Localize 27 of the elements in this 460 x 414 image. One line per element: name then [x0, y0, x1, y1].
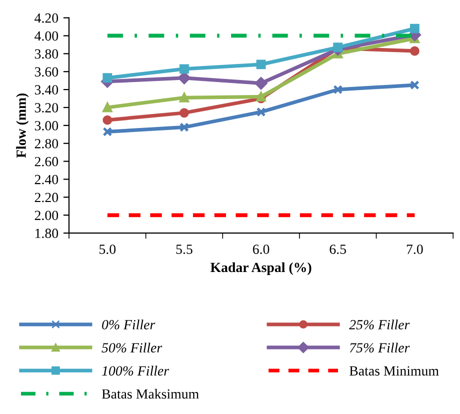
legend-label: Batas Minimum	[350, 366, 439, 376]
legend-label: 50% Filler	[102, 342, 162, 353]
legend-label: Batas Maksimum	[102, 388, 199, 399]
x-tick-label: 6.5	[330, 244, 346, 254]
y-tick-label: 2.80	[34, 138, 58, 148]
y-tick-label: 2.40	[34, 174, 58, 184]
y-tick-label: 4.20	[34, 13, 58, 23]
legend-label: 75% Filler	[350, 342, 410, 353]
x-tick-label: 7.0	[406, 244, 423, 254]
y-tick-label: 3.60	[34, 67, 58, 77]
x-tick-label: 5.0	[100, 244, 116, 254]
legend-label: 25% Filler	[349, 320, 410, 330]
y-tick-label: 2.60	[34, 156, 58, 166]
legend-label: 100% Filler	[102, 366, 170, 376]
y-axis-title: Flow (mm)	[16, 93, 29, 158]
y-tick-label: 2.00	[34, 210, 58, 220]
x-tick-label: 5.5	[176, 244, 192, 254]
y-tick-label: 4.00	[34, 31, 58, 41]
legend-label: 0% Filler	[102, 320, 156, 330]
y-tick-label: 3.20	[34, 103, 58, 113]
y-tick-label: 1.80	[36, 228, 58, 238]
y-tick-label: 3.80	[34, 49, 58, 59]
y-tick-label: 3.00	[34, 121, 58, 130]
x-tick-label: 6.0	[252, 244, 270, 254]
y-tick-label: 2.20	[34, 192, 58, 202]
y-tick-label: 3.40	[34, 85, 58, 95]
x-axis-title: Kadar Aspal (%)	[210, 262, 312, 275]
